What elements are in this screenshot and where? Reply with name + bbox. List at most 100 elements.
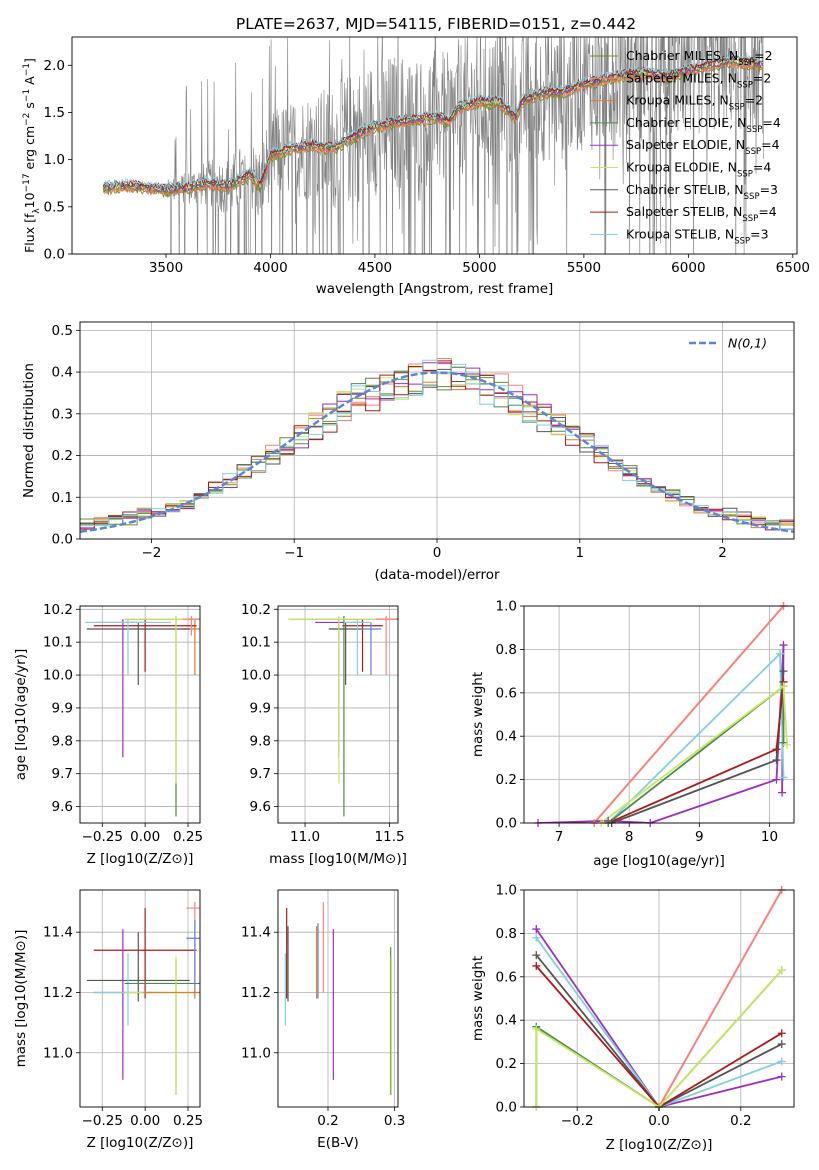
y-tick-label: 0.3 [52, 406, 73, 422]
legend-entry-5: Kroupa ELODIE, NSSP=4 [626, 160, 771, 180]
legend-entry-1: Salpeter MILES, NSSP=2 [626, 70, 771, 90]
y-tick-label: 9.7 [52, 766, 73, 782]
y-tick-label: 0.0 [52, 532, 73, 548]
chart-mass_weight_vs_Z: −0.2 0.0 0.2 0.0 0.2 0.4 0.6 0.8 1.0 Z [log10(Z/Z… [470, 883, 795, 1153]
y-axis-label: age [log10(age/yr)] [13, 649, 29, 781]
weight-series-4 [535, 954, 783, 1107]
weight-series-5 [535, 965, 783, 1107]
plot-area-mass_vs_ebv [284, 902, 392, 1095]
x-axis-label: wavelength [Angstrom, rest frame] [316, 281, 554, 297]
x-tick-label: 7 [555, 829, 564, 845]
legend-entry-7: Salpeter STELIB, NSSP=4 [626, 204, 777, 224]
weight-series-2 [537, 645, 785, 823]
x-tick-label: 0.0 [648, 1113, 669, 1129]
x-tick-label: 0.2 [317, 1113, 338, 1129]
weight-marker-3-2 [779, 773, 788, 782]
x-tick-label: 4000 [253, 260, 287, 276]
x-tick-label: 5000 [462, 260, 496, 276]
x-tick-label: 11.5 [375, 829, 405, 845]
spectrum-data-line [103, 37, 764, 254]
legend-entry-2: Kroupa MILES, NSSP=2 [626, 93, 763, 113]
y-tick-label: 0.2 [496, 1056, 517, 1072]
weight-marker-2-0 [532, 925, 541, 934]
y-tick-label: 10.0 [43, 668, 73, 684]
x-axis-label: E(B-V) [317, 1135, 359, 1151]
legend-entry-8: Kroupa STELIB, NSSP=3 [626, 226, 769, 246]
y-tick-label: 1.0 [496, 599, 517, 615]
x-axis-label: Z [log10(Z/Z⊙)] [606, 1137, 713, 1153]
y-tick-label: 11.4 [43, 925, 73, 941]
chart-mass_vs_ebv: 0.2 0.3 11.0 11.2 11.4 E(B-V) [241, 889, 405, 1151]
y-tick-label: 0.0 [496, 816, 517, 832]
y-tick-label: 0.0 [496, 1100, 517, 1116]
x-tick-label: 1 [576, 545, 585, 561]
y-tick-label: 0.4 [52, 365, 73, 381]
y-tick-label: 0.8 [496, 926, 517, 942]
y-tick-label: 0.5 [52, 323, 73, 339]
x-tick-label: 5500 [567, 260, 601, 276]
weight-marker-2-4 [779, 641, 788, 650]
x-tick-label: 0.3 [384, 1113, 405, 1129]
chart-age_vs_Z: −0.25 0.00 0.25 9.6 9.7 9.8 9.9 10.0 10.1 10.2 Z [… [13, 602, 203, 867]
x-axis-label: Z [log10(Z/Z⊙)] [87, 851, 194, 867]
chart-age_vs_mass: 11.0 11.5 9.6 9.7 9.8 9.9 10.0 10.1 10.2 mass [lo… [241, 602, 407, 867]
y-axis-label: mass [log10(M/M⊙)] [13, 930, 29, 1068]
y-tick-label: 0.8 [496, 642, 517, 658]
x-tick-label: −0.25 [82, 1113, 123, 1129]
weight-marker-7-2 [782, 740, 791, 749]
model-line-8 [103, 53, 763, 189]
plot-area-spectrum [102, 37, 764, 254]
x-axis-label: mass [log10(M/M⊙)] [269, 851, 407, 867]
y-tick-label: 2.0 [44, 58, 65, 74]
weight-marker-2-2 [777, 1072, 786, 1081]
y-tick-label: 1.0 [496, 883, 517, 899]
axes-frame [71, 36, 798, 255]
figure-title: PLATE=2637, MJD=54115, FIBERID=0151, z=0… [236, 15, 636, 33]
weight-marker-7-1 [779, 682, 788, 691]
x-tick-label: 0.00 [130, 829, 160, 845]
weight-marker-3-2 [777, 1057, 786, 1066]
weight-series-1 [593, 606, 785, 823]
chart-spectrum: 3500 4000 4500 5000 5500 6000 6500 0.0 0.5 1.0 1.5… [22, 36, 810, 297]
legend-entry-0: Chabrier MILES, NSSP=2 [626, 48, 773, 68]
y-tick-label: 10.0 [241, 668, 271, 684]
x-tick-label: −2 [141, 545, 161, 561]
weight-marker-4-2 [777, 1040, 786, 1049]
weight-marker-4-2 [779, 667, 788, 676]
x-axis-label: (data-model)/error [374, 567, 500, 583]
x-tick-label: 6000 [671, 260, 705, 276]
weight-series-1 [658, 890, 783, 1107]
legend-entry-6: Chabrier STELIB, NSSP=3 [626, 182, 778, 202]
y-tick-label: 0.4 [496, 1013, 517, 1029]
plot-area-residuals [80, 358, 794, 533]
y-tick-label: 1.0 [44, 152, 65, 168]
x-axis-label: age [log10(age/yr)] [593, 853, 725, 869]
x-tick-label: 0.00 [130, 1113, 160, 1129]
y-tick-label: 0.2 [52, 448, 73, 464]
weight-marker-5-0 [532, 961, 541, 970]
legend-entry-3: Chabrier ELODIE, NSSP=4 [626, 115, 781, 135]
y-tick-label: 0.0 [44, 247, 65, 263]
axes-frame [79, 889, 201, 1108]
axes-frame [277, 889, 399, 1108]
x-tick-label: 2 [718, 545, 727, 561]
chart-mass_weight_vs_age: 7 8 9 10 0.0 0.2 0.4 0.6 0.8 1.0 age [log10(age/yr… [470, 599, 795, 869]
weight-marker-3-0 [532, 933, 541, 942]
x-tick-label: 0.25 [173, 1113, 203, 1129]
y-tick-label: 10.1 [241, 635, 271, 651]
x-tick-label: 11.0 [290, 829, 320, 845]
y-tick-label: 9.6 [250, 799, 271, 815]
chart-mass_vs_Z: −0.25 0.00 0.25 11.0 11.2 11.4 Z [log10(Z/Z⊙)]… [13, 889, 203, 1151]
x-tick-label: 0.25 [173, 829, 203, 845]
y-tick-label: 0.5 [44, 199, 65, 215]
y-tick-label: 1.5 [44, 105, 65, 121]
x-tick-label: 0 [433, 545, 442, 561]
x-tick-label: 0.2 [730, 1113, 751, 1129]
plot-area-age_vs_mass [288, 615, 398, 817]
model-line-7 [102, 54, 763, 190]
x-tick-label: −0.2 [561, 1113, 594, 1129]
weight-marker-7-1 [532, 1024, 541, 1033]
legend-entry-normal: N(0,1) [728, 336, 767, 351]
axes-frame [523, 605, 795, 824]
